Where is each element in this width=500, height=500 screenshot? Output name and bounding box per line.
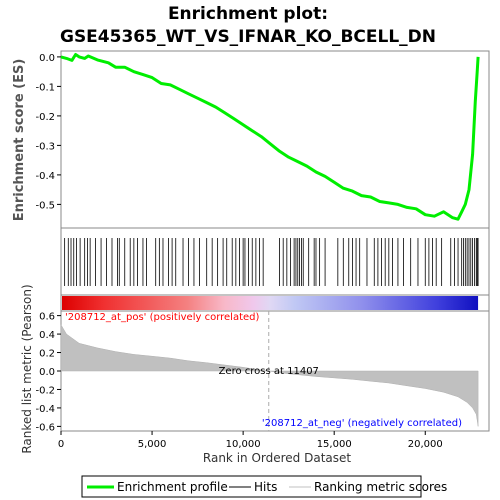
hits-panel xyxy=(60,227,490,296)
es-y-tick-label: -0.4 xyxy=(35,171,55,182)
x-axis-label: Rank in Ordered Dataset xyxy=(203,451,351,465)
es-panel-frame xyxy=(60,50,490,229)
enrichment-profile-line xyxy=(60,53,480,221)
x-axis-ticks: 0 5,000 10,000 15,000 20,000 xyxy=(58,431,443,450)
ranked-y-tick-label: -0.6 xyxy=(35,422,55,433)
legend-label-ranking: Ranking metric scores xyxy=(314,480,447,494)
es-y-tick-label: -0.5 xyxy=(35,200,55,211)
chart-title-line1: Enrichment plot: xyxy=(168,4,328,24)
x-tick-label: 5,000 xyxy=(138,439,167,450)
zero-cross-label: Zero cross at 11407 xyxy=(219,366,319,377)
ranked-y-tick-label: -0.4 xyxy=(35,404,55,415)
rank-color-bar xyxy=(60,294,490,312)
es-y-tick-label: 0.0 xyxy=(39,53,55,64)
rank-gradient xyxy=(62,296,479,310)
es-panel: 0.0 -0.1 -0.2 -0.3 -0.4 -0.5 Enrichment score… xyxy=(12,50,490,229)
ranked-y-axis-label: Ranked list metric (Pearson) xyxy=(20,284,34,453)
x-tick-label: 10,000 xyxy=(226,439,261,450)
legend-label-enrichment: Enrichment profile xyxy=(117,480,228,494)
ranked-y-ticks: 0.6 0.4 0.2 0.0 -0.2 -0.4 -0.6 xyxy=(35,312,61,433)
ranking-metric-area xyxy=(60,323,479,427)
x-tick-label: 15,000 xyxy=(317,439,352,450)
ranked-y-tick-label: 0.2 xyxy=(39,349,55,360)
ranked-y-tick-label: 0.6 xyxy=(39,312,55,323)
hit-marks xyxy=(64,238,479,286)
ranked-y-tick-label: 0.4 xyxy=(39,330,55,341)
x-tick-label: 0 xyxy=(58,439,64,450)
legend-label-hits: Hits xyxy=(254,480,277,494)
x-tick-label: 20,000 xyxy=(408,439,443,450)
legend: Enrichment profile Hits Ranking metric s… xyxy=(81,475,447,498)
es-y-tick-label: -0.3 xyxy=(35,141,55,152)
es-y-tick-label: -0.1 xyxy=(35,82,55,93)
ranked-metric-panel: Zero cross at 11407 '208712_at_pos' (pos… xyxy=(20,284,490,454)
legend-box xyxy=(81,475,422,498)
positive-correlation-label: '208712_at_pos' (positively correlated) xyxy=(65,312,259,323)
es-y-ticks: 0.0 -0.1 -0.2 -0.3 -0.4 -0.5 xyxy=(35,53,61,211)
es-y-axis-label: Enrichment score (ES) xyxy=(12,59,27,222)
ranked-y-tick-label: 0.0 xyxy=(39,367,55,378)
ranked-y-tick-label: -0.2 xyxy=(35,385,55,396)
chart-title-line2: GSE45365_WT_VS_IFNAR_KO_BCELL_DN xyxy=(60,27,436,47)
negative-correlation-label: '208712_at_neg' (negatively correlated) xyxy=(262,418,462,429)
hits-panel-frame xyxy=(60,227,490,296)
es-y-tick-label: -0.2 xyxy=(35,112,55,123)
